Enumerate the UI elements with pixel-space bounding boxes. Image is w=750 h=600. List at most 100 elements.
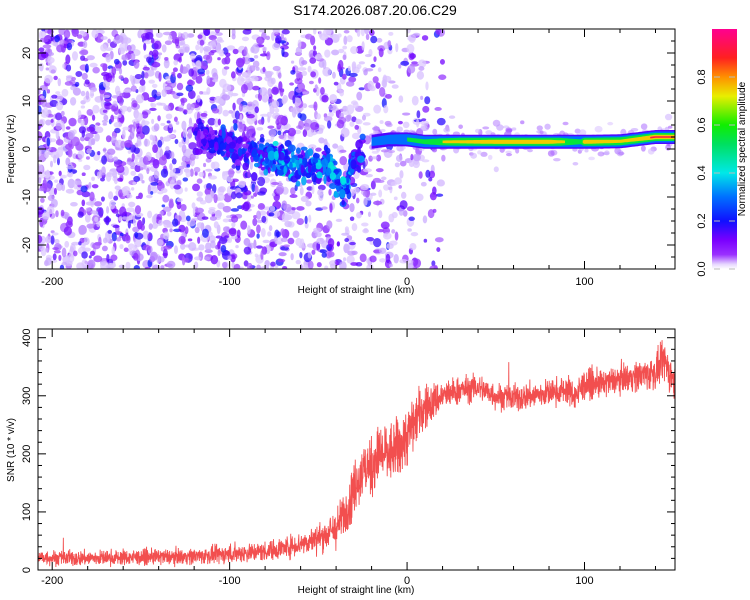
spectrogram-cell xyxy=(277,72,282,79)
spectrogram-cell xyxy=(147,233,152,240)
spectrogram-cell xyxy=(150,251,158,261)
spectrogram-cell xyxy=(222,218,230,223)
spectrogram-cell xyxy=(228,110,234,114)
spectrogram-cell xyxy=(256,245,263,249)
spectrogram-cell xyxy=(402,121,410,129)
spectrogram-cell xyxy=(258,29,266,33)
spectrogram-cell xyxy=(195,75,203,84)
spectrogram-cell xyxy=(41,211,51,220)
spectrogram-cell xyxy=(196,118,200,124)
spectrogram-cell xyxy=(243,46,248,56)
spectrogram-cell xyxy=(420,124,427,131)
spectrogram-cell xyxy=(480,151,488,157)
spectrogram-cell xyxy=(146,56,152,63)
spectrogram-cell xyxy=(505,150,512,154)
spectrogram-cell xyxy=(52,253,57,261)
spectrogram-cell xyxy=(100,261,109,269)
x-tick-label: -200 xyxy=(41,575,63,587)
spectrogram-cell xyxy=(122,59,128,66)
spectrogram-cell xyxy=(436,117,446,126)
spectrogram-cell xyxy=(284,220,292,228)
spectrogram-cell xyxy=(337,63,342,73)
spectrogram-cell xyxy=(385,253,391,264)
spectrogram-cell xyxy=(57,78,62,87)
spectrogram-cell xyxy=(544,123,551,130)
spectrogram-cell xyxy=(251,85,260,91)
spectrogram-cell xyxy=(337,33,342,38)
spectrogram-cell xyxy=(372,76,379,84)
spectrogram-cell xyxy=(182,128,187,138)
spectrogram-cell xyxy=(64,240,70,248)
colorbar-tick-label: 0.2 xyxy=(696,213,708,228)
spectrogram-cell xyxy=(91,137,96,146)
spectrogram-cell xyxy=(318,137,325,144)
spectrogram-cell xyxy=(270,77,276,85)
spectrogram-cell xyxy=(85,132,94,139)
spectrogram-cell xyxy=(245,152,250,158)
spectrogram-cell xyxy=(301,176,307,186)
spectrogram-cell xyxy=(594,125,603,133)
spectrogram-cell xyxy=(371,150,379,154)
spectrogram-cell xyxy=(323,115,333,122)
spectrogram-cell xyxy=(470,152,478,159)
spectrogram-cell xyxy=(322,66,332,77)
spectrogram-cell xyxy=(169,163,173,171)
spectrogram-cell xyxy=(297,67,307,71)
spectrogram-cell xyxy=(148,175,155,183)
carrier-track xyxy=(368,113,675,173)
spectrogram-cell xyxy=(119,105,129,112)
spectrogram-cell xyxy=(373,56,377,62)
spectrogram-cell xyxy=(199,90,204,95)
spectrogram-cell xyxy=(397,120,403,125)
spectrogram-cell xyxy=(241,36,250,42)
spectrogram-cell xyxy=(316,237,325,245)
spectrogram-cell xyxy=(81,172,86,177)
spectrogram-cell xyxy=(122,37,132,44)
spectrogram-cell xyxy=(188,68,195,77)
spectrogram-cell xyxy=(70,85,77,91)
spectrogram-cell xyxy=(136,136,142,146)
spectrogram-cell xyxy=(54,35,60,43)
spectrogram-cell xyxy=(45,236,51,244)
spectrogram-cell xyxy=(438,74,447,80)
spectrogram-cell xyxy=(278,134,285,139)
spectrogram-cell xyxy=(287,237,295,245)
y-tick-label: 400 xyxy=(21,329,33,347)
spectrogram-cell xyxy=(162,194,170,203)
spectrogram-cell xyxy=(159,102,166,106)
spectrogram-cell xyxy=(93,201,103,207)
spectrogram-cell xyxy=(318,77,322,84)
spectrogram-cell xyxy=(231,215,239,223)
spectrogram-cell xyxy=(55,101,64,111)
spectrogram-cell xyxy=(141,125,150,135)
spectrogram-cell xyxy=(398,64,402,69)
spectrogram-cell xyxy=(139,125,143,134)
spectrogram-cell xyxy=(607,121,614,126)
spectrogram-cell xyxy=(297,154,304,159)
spectrogram-cell xyxy=(45,67,50,71)
spectrogram-cell xyxy=(424,96,431,105)
spectrogram-cell xyxy=(230,254,236,263)
spectrogram-cell xyxy=(268,212,275,217)
spectrogram-cell xyxy=(181,161,187,167)
spectrogram-cell xyxy=(222,109,229,117)
spectrogram-cell xyxy=(160,168,169,178)
spectrogram-cell xyxy=(276,114,286,125)
spectrogram-cell xyxy=(71,76,77,81)
y-tick-label: 0 xyxy=(21,567,33,573)
spectrogram-cell xyxy=(356,165,361,173)
spectrogram-cell xyxy=(259,87,268,96)
spectrogram-cell xyxy=(350,159,357,170)
spectrogram-cell xyxy=(280,33,285,40)
spectrogram-cell xyxy=(283,165,288,175)
colorbar-tick-label: 0.0 xyxy=(696,261,708,276)
spectrogram-cell xyxy=(101,166,106,176)
spectrogram-cell xyxy=(186,33,195,38)
spectrogram-cell xyxy=(388,31,394,36)
spectrogram-cell xyxy=(266,111,272,119)
spectrogram-cell xyxy=(285,149,289,160)
spectrogram-cell xyxy=(121,54,128,61)
spectrogram-cell xyxy=(376,37,383,43)
spectrogram-cell xyxy=(271,31,275,41)
spectrogram-cell xyxy=(406,206,415,212)
